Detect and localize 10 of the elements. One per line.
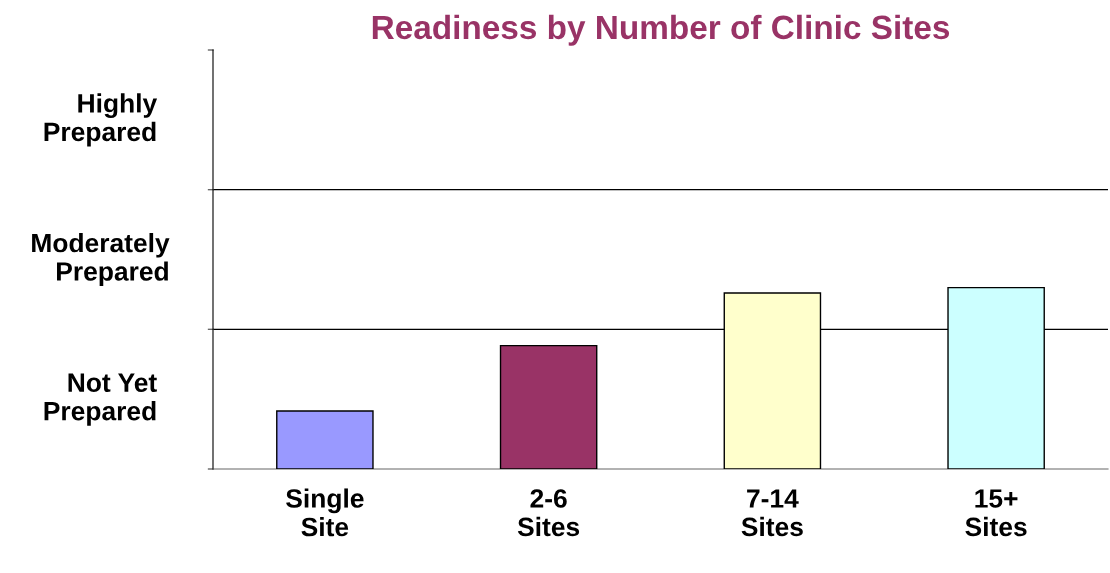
x-tick-label: 15+ Sites	[965, 489, 1027, 537]
bar	[499, 344, 598, 469]
x-tick-label: 7-14 Sites	[741, 489, 803, 537]
text: Moderately Prepared	[32, 232, 170, 287]
bar	[276, 410, 374, 469]
chart-title: Readiness by Number of Clinic Sites	[372, 14, 950, 46]
x-tick-label: Single Site	[286, 488, 364, 537]
text: Not Yet Prepared	[44, 373, 157, 426]
x-tick-label: 2-6 Sites	[517, 489, 580, 537]
text: Highly Prepared	[44, 93, 158, 147]
